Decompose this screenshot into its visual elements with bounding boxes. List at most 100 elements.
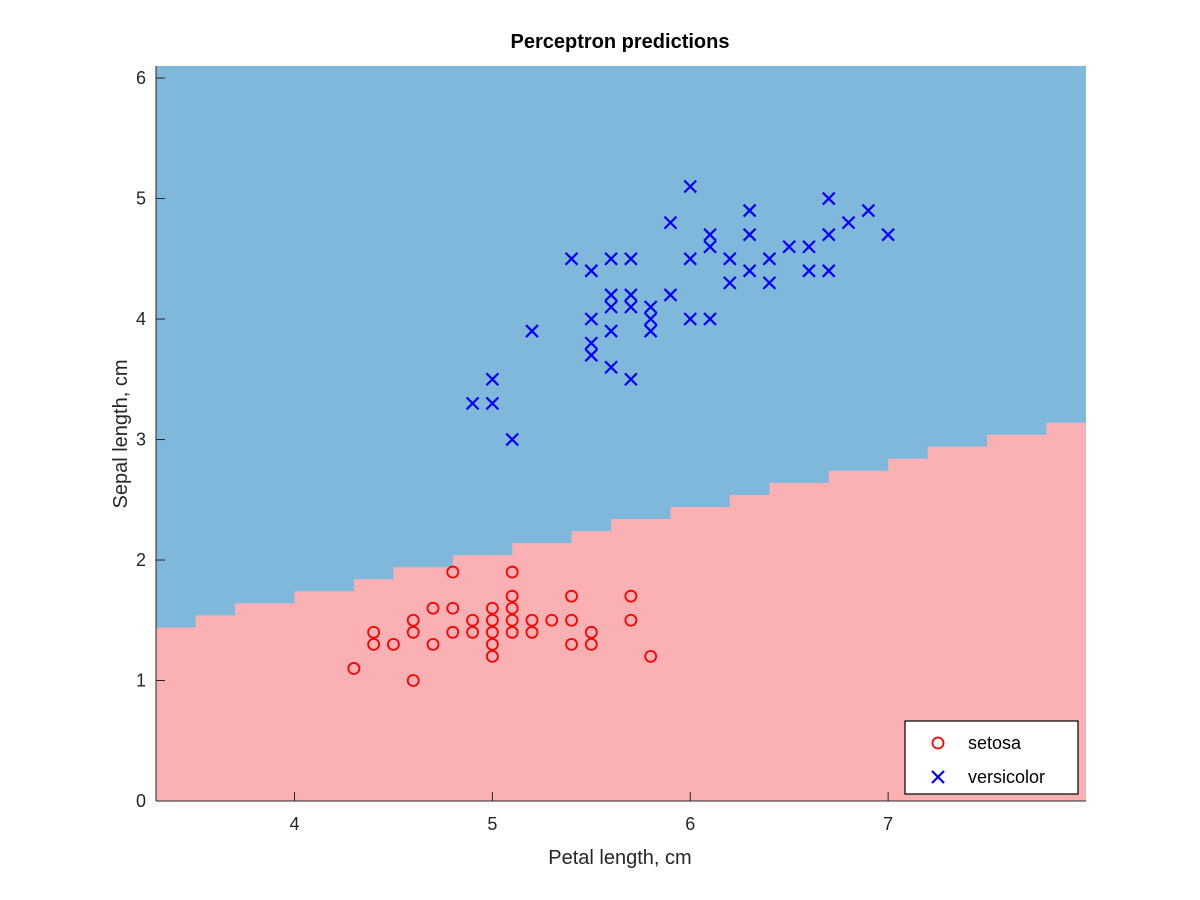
point-setosa (545, 613, 559, 627)
point-versicolor (624, 288, 638, 302)
x-tick-label: 4 (290, 814, 300, 834)
point-versicolor (505, 432, 519, 447)
point-versicolor (525, 324, 539, 338)
point-setosa (406, 625, 420, 639)
point-setosa (406, 613, 420, 627)
point-setosa (485, 613, 499, 627)
point-versicolor (604, 252, 618, 266)
point-versicolor (742, 264, 757, 278)
point-setosa (505, 613, 519, 627)
point-versicolor (604, 324, 618, 338)
point-versicolor (821, 227, 836, 242)
point-versicolor (802, 264, 816, 278)
point-setosa (565, 613, 578, 627)
point-versicolor (703, 239, 717, 254)
point-versicolor (881, 227, 895, 242)
y-tick-label: 5 (136, 189, 146, 209)
point-setosa (505, 601, 519, 615)
point-versicolor (604, 300, 618, 314)
x-tick-label: 7 (883, 814, 893, 834)
legend-marker-setosa (931, 736, 945, 750)
legend-label-versicolor: versicolor (968, 767, 1045, 787)
y-tick-label: 1 (136, 671, 146, 691)
point-setosa (347, 662, 361, 675)
point-versicolor (821, 264, 836, 278)
point-setosa (505, 625, 519, 639)
point-setosa (367, 625, 381, 639)
point-versicolor (683, 312, 698, 326)
legend: setosa versicolor (904, 720, 1079, 795)
point-versicolor (465, 396, 480, 411)
point-versicolor (821, 191, 836, 206)
point-setosa (505, 565, 519, 579)
point-versicolor (663, 215, 678, 230)
point-versicolor (485, 396, 500, 411)
point-versicolor (703, 227, 717, 242)
decision-regions (156, 66, 1086, 801)
point-versicolor (663, 288, 678, 302)
point-setosa (584, 625, 598, 639)
point-setosa (485, 601, 499, 615)
point-versicolor (624, 300, 638, 314)
point-setosa (446, 625, 460, 639)
point-versicolor (742, 227, 757, 242)
point-setosa (525, 613, 539, 627)
x-axis-label: Petal length, cm (548, 847, 691, 869)
point-setosa (485, 637, 499, 651)
x-tick-label: 6 (685, 814, 695, 834)
legend-label-setosa: setosa (968, 733, 1022, 753)
point-versicolor (802, 239, 816, 254)
point-versicolor (723, 252, 737, 266)
point-setosa (624, 613, 638, 627)
point-versicolor (604, 288, 618, 302)
legend-marker-versicolor (931, 770, 945, 784)
point-setosa (565, 589, 578, 603)
point-versicolor (624, 372, 638, 387)
y-axis-label: Sepal length, cm (110, 360, 132, 509)
point-setosa (584, 637, 598, 651)
point-setosa (367, 637, 381, 651)
point-versicolor (683, 179, 698, 194)
point-setosa (387, 637, 400, 651)
chart-title: Perceptron predictions (511, 31, 730, 53)
point-versicolor (861, 203, 876, 218)
point-setosa (466, 625, 479, 639)
data-points (347, 179, 895, 687)
y-tick-label: 2 (136, 550, 146, 570)
point-versicolor (584, 348, 599, 362)
point-versicolor (683, 252, 698, 266)
point-versicolor (643, 324, 658, 338)
point-versicolor (723, 276, 737, 290)
point-setosa (624, 589, 638, 603)
point-versicolor (643, 300, 658, 314)
point-versicolor (762, 276, 777, 290)
point-setosa (485, 625, 499, 639)
point-setosa (485, 650, 499, 663)
point-setosa (446, 565, 460, 579)
point-versicolor (584, 312, 599, 326)
point-setosa (644, 650, 658, 663)
point-setosa (466, 613, 479, 627)
point-setosa (446, 601, 460, 615)
point-versicolor (703, 312, 717, 326)
point-versicolor (624, 252, 638, 266)
point-setosa (525, 625, 539, 639)
y-tick-label: 3 (136, 430, 146, 450)
point-versicolor (841, 215, 856, 230)
y-tick-label: 4 (136, 309, 146, 329)
point-versicolor (584, 336, 599, 350)
point-versicolor (782, 239, 796, 254)
point-setosa (426, 601, 440, 615)
point-versicolor (742, 203, 757, 218)
region-setosa (156, 410, 1086, 801)
point-versicolor (643, 312, 658, 326)
point-setosa (565, 637, 578, 651)
point-setosa (505, 589, 519, 603)
point-versicolor (485, 372, 500, 387)
point-setosa (406, 674, 420, 687)
y-tick-label: 6 (136, 68, 146, 88)
point-versicolor (564, 252, 579, 266)
y-tick-label: 0 (136, 791, 146, 811)
point-versicolor (762, 252, 777, 266)
